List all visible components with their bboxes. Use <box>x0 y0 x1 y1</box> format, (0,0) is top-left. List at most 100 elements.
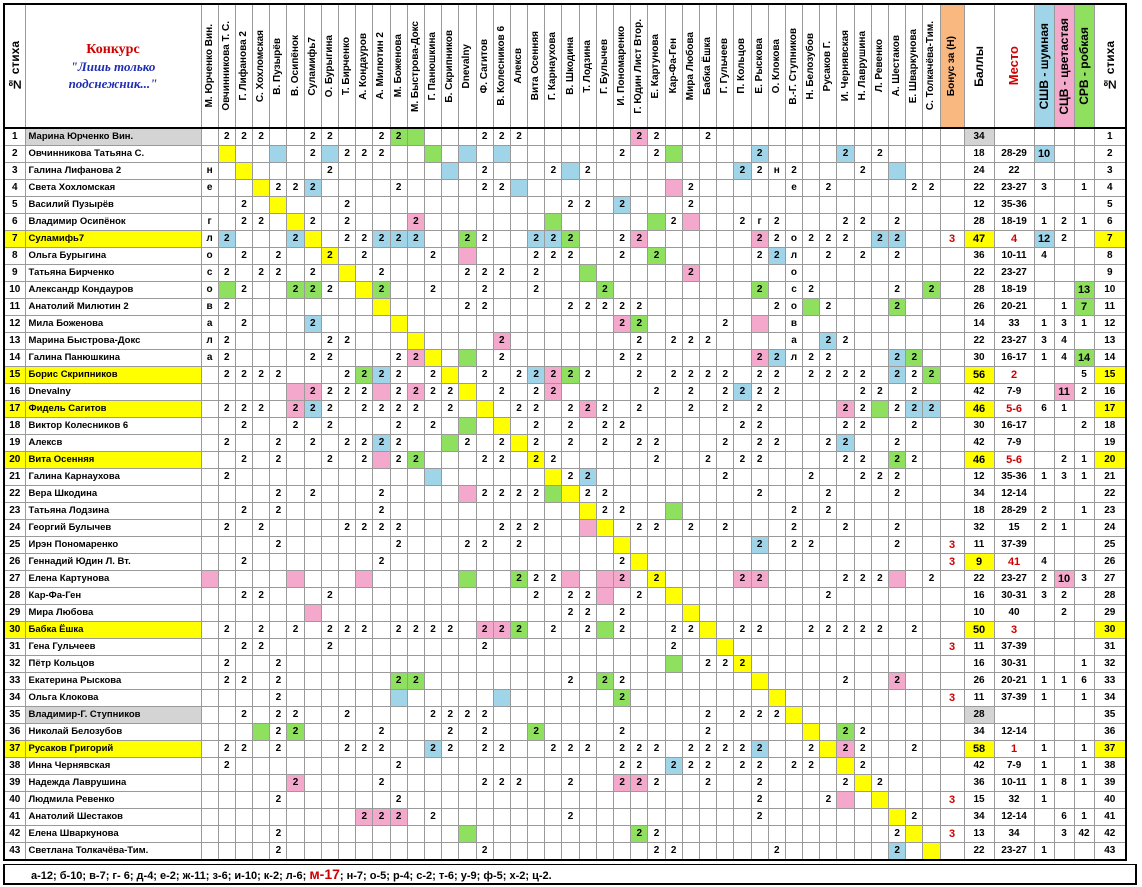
score-cell: 2 <box>492 519 511 537</box>
score-cell: 2 <box>544 230 563 248</box>
c2-cell <box>1053 536 1075 554</box>
score-cell <box>441 315 460 333</box>
score-cell <box>458 740 477 758</box>
author-header-text: В. Колесников 6 <box>495 26 507 106</box>
score-cell: 2 <box>922 400 941 418</box>
score-cell: 2 <box>905 808 924 826</box>
score-cell <box>853 791 872 809</box>
score-cell <box>681 689 700 707</box>
score-cell <box>286 315 305 333</box>
score-cell <box>441 774 460 792</box>
score-cell: 2 <box>578 604 597 622</box>
score-cell <box>269 383 288 401</box>
score-cell: 2 <box>355 519 374 537</box>
score-cell: 2 <box>647 247 666 265</box>
score-cell <box>372 536 391 554</box>
score-cell: 2 <box>784 757 804 775</box>
score-cell <box>681 706 700 724</box>
score-cell: 2 <box>492 179 511 197</box>
score-cell <box>750 842 769 861</box>
score-cell <box>509 468 529 486</box>
score-cell: 2 <box>887 451 907 469</box>
score-cell <box>217 196 236 214</box>
score-cell <box>492 213 511 231</box>
score-cell <box>269 162 288 180</box>
c1-cell: 3 <box>1033 332 1055 350</box>
score-cell <box>389 825 408 843</box>
score-cell <box>475 757 494 775</box>
score-cell <box>355 706 374 724</box>
score-cell <box>303 740 322 758</box>
score-cell: 2 <box>372 400 391 418</box>
score-cell: 2 <box>630 349 649 367</box>
score-cell <box>561 315 580 333</box>
score-cell <box>355 485 374 503</box>
c2-cell: 3 <box>1053 468 1075 486</box>
score-cell <box>595 332 615 350</box>
author-header: Мира Любова <box>681 3 700 129</box>
score-cell <box>423 298 443 316</box>
score-cell <box>286 451 305 469</box>
score-cell: 2 <box>853 723 872 741</box>
author-name: Александр Кондауров <box>24 281 202 299</box>
score-cell <box>853 706 872 724</box>
score-cell <box>630 468 649 486</box>
c3-cell <box>1073 842 1095 861</box>
score-cell: 2 <box>733 417 752 435</box>
score-cell <box>355 502 374 520</box>
score-cell <box>372 162 391 180</box>
score-cell <box>612 825 632 843</box>
score-cell: 2 <box>561 604 580 622</box>
score-cell <box>870 536 890 554</box>
author-header: О. Бурыгина <box>320 3 340 129</box>
score-cell <box>664 349 683 367</box>
score-cell <box>303 468 322 486</box>
score-cell <box>870 417 890 435</box>
score-cell <box>286 825 305 843</box>
row-number: 6 <box>3 213 26 231</box>
score-cell: 2 <box>887 230 907 248</box>
score-cell <box>441 230 460 248</box>
score-cell: 2 <box>423 383 443 401</box>
score-cell <box>561 145 580 163</box>
score-cell: 2 <box>698 127 718 146</box>
score-cell: 2 <box>234 127 254 146</box>
score-cell: 2 <box>664 638 683 656</box>
score-cell: 2 <box>698 723 718 741</box>
score-cell: 2 <box>527 247 546 265</box>
score-cell: 2 <box>664 621 683 639</box>
score-cell <box>733 723 752 741</box>
score-cell <box>698 672 718 690</box>
row-number-right: 35 <box>1093 706 1127 724</box>
score-cell <box>887 706 907 724</box>
score-cell <box>286 502 305 520</box>
score-cell <box>733 332 752 350</box>
score-cell <box>612 808 632 826</box>
c2-cell <box>1053 247 1075 265</box>
score-cell <box>423 536 443 554</box>
score-cell <box>475 672 494 690</box>
score-cell: 2 <box>767 842 786 861</box>
bonus-cell <box>939 162 965 180</box>
score-cell <box>303 570 322 588</box>
score-cell <box>527 162 546 180</box>
score-cell <box>802 264 821 282</box>
score-cell <box>922 774 941 792</box>
author-name: Пётр Кольцов <box>24 655 202 673</box>
score-cell <box>337 298 357 316</box>
author-name: Николай Белозубов <box>24 723 202 741</box>
score-cell: 2 <box>647 842 666 861</box>
score-cell <box>320 757 340 775</box>
score-cell: 2 <box>303 179 322 197</box>
score-cell <box>733 145 752 163</box>
c1-cell <box>1033 451 1055 469</box>
score-cell: 2 <box>767 366 786 384</box>
score-cell <box>303 723 322 741</box>
score-cell <box>286 434 305 452</box>
table-row: 2 Овчинникова Татьяна С. 2 2 2 2 2 2 2 2 2 18 28-29 1… <box>3 145 1127 163</box>
score-cell <box>458 145 477 163</box>
score-cell <box>853 264 872 282</box>
table-row: 29 Мира Любова 2 2 2 10 40 2 29 <box>3 604 1127 622</box>
score-cell <box>406 298 425 316</box>
score-cell: 2 <box>303 383 322 401</box>
